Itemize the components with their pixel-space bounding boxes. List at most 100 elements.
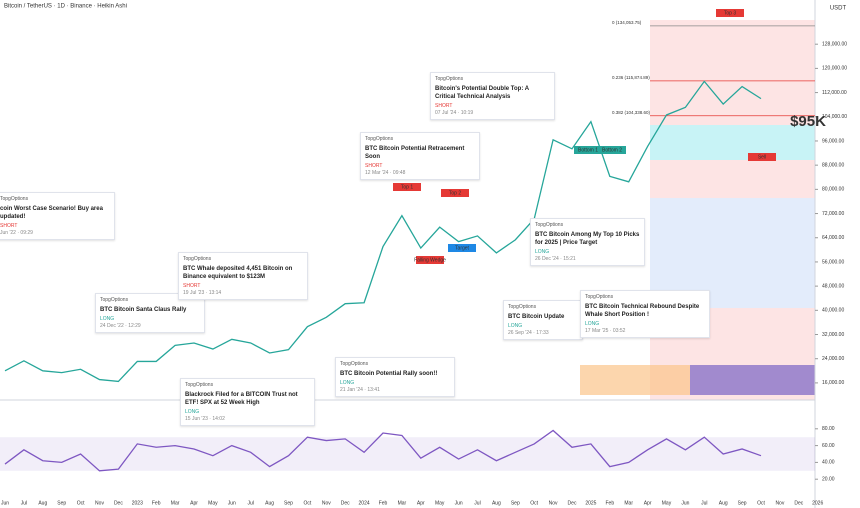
idea-card[interactable]: TopgOptions BTC Bitcoin Santa Claus Rally…: [95, 293, 205, 334]
volume-profile: [690, 365, 815, 395]
x-tick-label: Jul: [247, 500, 253, 506]
y-tick-label: 56,000.00: [822, 259, 844, 265]
x-tick-label: Jul: [474, 500, 480, 506]
annotation: Top 3: [724, 10, 736, 16]
idea-tag: LONG: [340, 379, 355, 386]
x-tick-label: Dec: [794, 500, 803, 506]
x-tick-label: Jun: [1, 500, 9, 506]
annotation-box: [598, 146, 626, 154]
y-tick-label: 64,000.00: [822, 235, 844, 241]
annotation-box: [441, 189, 469, 197]
x-tick-label: Oct: [530, 500, 538, 506]
x-tick-label: Mar: [171, 500, 180, 506]
x-tick-label: 2023: [132, 500, 143, 506]
x-tick-label: Mar: [624, 500, 633, 506]
annotation: Target: [455, 245, 470, 251]
idea-card[interactable]: TopgOptions coin Worst Case Scenario! Buy…: [0, 192, 115, 241]
target-zone: [650, 125, 815, 160]
x-tick-label: Jul: [21, 500, 27, 506]
idea-card[interactable]: TopgOptions BTC Bitcoin Potential Rally s…: [335, 357, 455, 398]
y-tick-label: 80.00: [822, 426, 835, 432]
x-tick-label: Aug: [719, 500, 728, 506]
x-tick-label: Oct: [77, 500, 85, 506]
annotation: Falling Wedge: [414, 257, 446, 263]
fib-label: 0.236 (115,874.89): [612, 75, 650, 80]
x-tick-label: Oct: [757, 500, 765, 506]
idea-date: 26 Dec '24 · 15:21: [535, 255, 576, 262]
idea-date: 15 Jun '23 · 14:02: [185, 415, 225, 422]
y-tick-label: 48,000.00: [822, 283, 844, 289]
idea-author: TopgOptions: [185, 382, 214, 388]
annotation: Bottom 2: [602, 147, 622, 153]
x-tick-label: Jun: [681, 500, 689, 506]
idea-author: TopgOptions: [435, 76, 464, 82]
idea-card[interactable]: TopgOptions BTC Whale deposited 4,451 Bit…: [178, 252, 308, 301]
idea-title: Bitcoin's Potential Double Top: A Critic…: [435, 85, 529, 100]
x-tick-label: Dec: [341, 500, 350, 506]
x-tick-label: 2026: [812, 500, 823, 506]
fib-label: 0.382 (104,338.60): [612, 110, 651, 115]
x-tick-label: Nov: [95, 500, 104, 506]
annotation-box: [393, 183, 421, 191]
annotation-box: [448, 244, 476, 252]
y-tick-label: 60.00: [822, 443, 835, 449]
idea-tag: SHORT: [435, 102, 453, 109]
idea-card[interactable]: TopgOptions BTC Bitcoin Among My Top 10 P…: [530, 218, 645, 267]
idea-title: coin Worst Case Scenario! Buy area updat…: [0, 205, 103, 220]
y-tick-label: 40.00: [822, 460, 835, 466]
idea-tag: LONG: [185, 408, 200, 415]
x-tick-label: 2024: [359, 500, 370, 506]
x-tick-label: Apr: [417, 500, 425, 506]
idea-tag: LONG: [535, 248, 550, 255]
idea-title: BTC Bitcoin Among My Top 10 Picks for 20…: [535, 231, 640, 246]
x-tick-label: Oct: [304, 500, 312, 506]
y-tick-label: 40,000.00: [822, 308, 844, 314]
y-tick-label: 80,000.00: [822, 187, 844, 193]
x-tick-label: Nov: [775, 500, 784, 506]
idea-title: BTC Bitcoin Santa Claus Rally: [100, 306, 187, 313]
x-tick-label: May: [435, 500, 445, 506]
idea-tag: LONG: [585, 320, 600, 327]
idea-author: TopgOptions: [535, 222, 564, 228]
idea-title: BTC Bitcoin Potential Rally soon!!: [340, 370, 438, 377]
idea-card[interactable]: TopgOptions Bitcoin's Potential Double To…: [430, 72, 555, 121]
idea-author: TopgOptions: [100, 297, 129, 303]
idea-card[interactable]: TopgOptions BTC Bitcoin Update LONG 26 Sep …: [503, 300, 583, 341]
y-tick-label: 128,000.00: [822, 42, 847, 48]
annotation: $95K: [790, 113, 826, 130]
idea-date: 17 Mar '25 · 03:52: [585, 327, 626, 334]
idea-card[interactable]: TopgOptions Blackrock Filed for a BITCOIN…: [180, 378, 315, 427]
y-tick-label: 16,000.00: [822, 380, 844, 386]
x-tick-label: Apr: [644, 500, 652, 506]
x-tick-label: Aug: [265, 500, 274, 506]
idea-author: TopgOptions: [340, 361, 369, 367]
idea-date: 24 Dec '22 · 12:29: [100, 322, 141, 329]
idea-date: 19 Jul '23 · 13:14: [183, 289, 222, 296]
idea-tag: SHORT: [365, 162, 383, 169]
x-tick-label: Sep: [57, 500, 66, 506]
idea-author: TopgOptions: [508, 304, 537, 310]
x-tick-label: Feb: [152, 500, 161, 506]
x-tick-label: Nov: [549, 500, 558, 506]
y-tick-label: 88,000.00: [822, 162, 844, 168]
x-tick-label: Jun: [455, 500, 463, 506]
currency: USDT: [830, 6, 847, 12]
y-tick-label: 32,000.00: [822, 332, 844, 338]
x-tick-label: Sep: [511, 500, 520, 506]
idea-title: BTC Whale deposited 4,451 Bitcoin on Bin…: [183, 265, 293, 280]
idea-tag: LONG: [100, 315, 115, 322]
idea-title: Blackrock Filed for a BITCOIN Trust not …: [185, 391, 298, 406]
annotation: Top 2: [449, 190, 461, 196]
idea-card[interactable]: TopgOptions BTC Bitcoin Technical Rebound…: [580, 290, 710, 339]
y-tick-label: 104,000.00: [822, 114, 847, 120]
annotation: Sell: [758, 154, 766, 160]
idea-tag: SHORT: [183, 282, 201, 289]
y-tick-label: 112,000.00: [822, 90, 847, 96]
x-tick-label: Mar: [398, 500, 407, 506]
idea-author: TopgOptions: [183, 256, 212, 262]
fib-label: 0 (134,053.75): [612, 20, 642, 25]
y-tick-label: 24,000.00: [822, 356, 844, 362]
idea-card[interactable]: TopgOptions BTC Bitcoin Potential Retrace…: [360, 132, 480, 181]
